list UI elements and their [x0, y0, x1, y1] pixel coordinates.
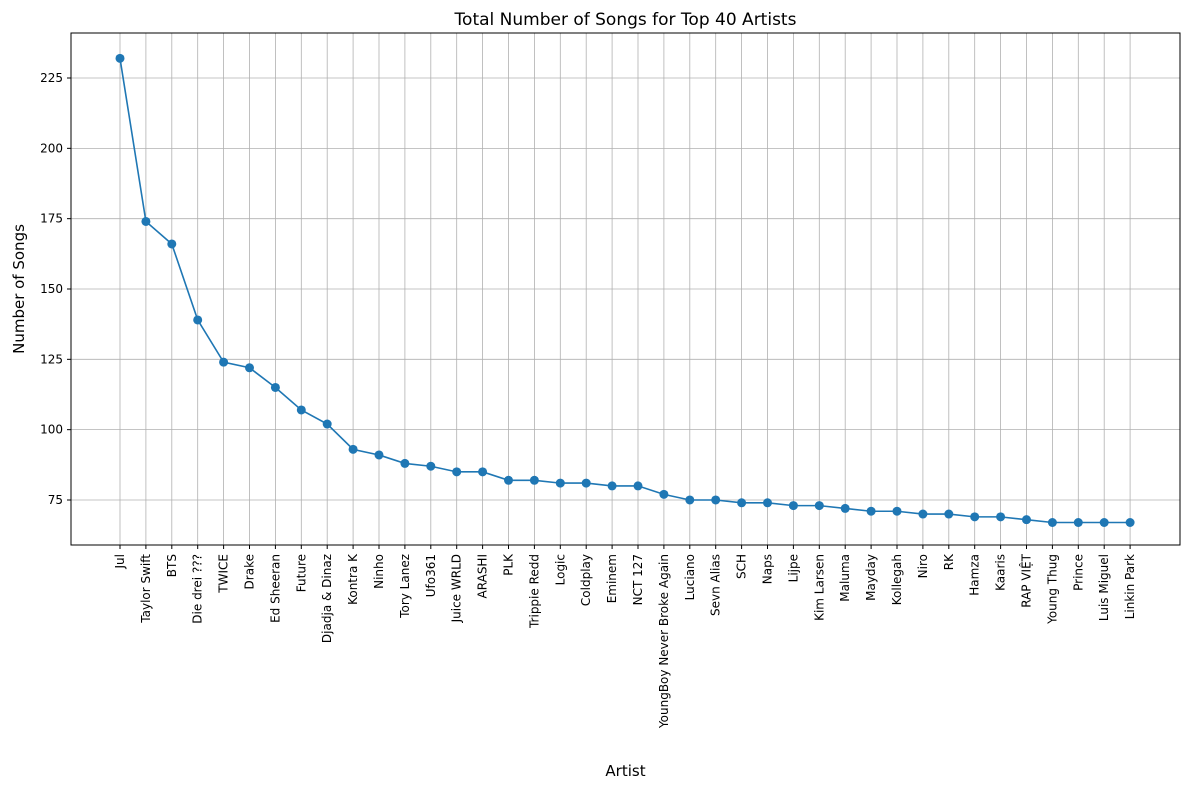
y-axis: 75 100 125 150 175 200 225 — [40, 71, 71, 507]
series — [115, 53, 1135, 527]
x-tick-label: Jul — [113, 554, 127, 569]
data-point — [944, 509, 954, 519]
x-tick-label: Kaaris — [994, 554, 1008, 591]
x-tick-label: Future — [294, 554, 308, 592]
x-tick-label: SCH — [735, 554, 749, 579]
y-tick-label: 225 — [40, 71, 63, 85]
data-point — [1125, 517, 1135, 527]
data-point — [814, 501, 824, 511]
x-tick-label: Hamza — [968, 554, 982, 596]
x-tick-label: Logic — [553, 554, 567, 585]
x-tick-label: Ufo361 — [424, 554, 438, 597]
data-point — [918, 509, 928, 519]
x-tick-label: Maluma — [838, 554, 852, 602]
y-tick-label: 100 — [40, 423, 63, 437]
x-tick-label: NCT 127 — [631, 554, 645, 605]
data-point — [322, 419, 332, 429]
data-point — [840, 503, 850, 513]
x-axis: Jul Taylor Swift BTS Die drei ??? TWICE Drake… — [113, 545, 1137, 729]
data-point — [400, 458, 410, 468]
data-point — [115, 53, 125, 63]
x-tick-label: ARASHI — [476, 554, 490, 598]
data-point — [555, 478, 565, 488]
data-point — [970, 512, 980, 522]
data-point — [892, 506, 902, 516]
data-point — [141, 216, 151, 226]
data-point — [426, 461, 436, 471]
x-tick-label: Ed Sheeran — [268, 554, 282, 623]
data-point — [763, 498, 772, 508]
x-tick-label: Tory Lanez — [398, 554, 412, 619]
data-point — [607, 481, 617, 491]
x-tick-label: Die drei ??? — [191, 554, 205, 624]
data-point — [737, 498, 747, 508]
data-point — [1047, 517, 1057, 527]
x-tick-label: Juice WRLD — [450, 554, 464, 623]
data-point — [788, 501, 798, 511]
x-tick-label: Prince — [1071, 554, 1085, 591]
data-point — [529, 475, 539, 485]
x-tick-label: Kontra K — [346, 553, 360, 605]
data-point — [452, 467, 462, 477]
data-point — [633, 481, 643, 491]
x-tick-label: Drake — [243, 554, 257, 589]
x-tick-label: TWICE — [217, 554, 231, 594]
x-tick-label: Trippie Redd — [527, 554, 541, 629]
x-tick-label: Linkin Park — [1123, 554, 1137, 619]
chart-title: Total Number of Songs for Top 40 Artists — [454, 10, 797, 30]
x-tick-label: Luciano — [683, 554, 697, 600]
data-point — [504, 475, 513, 485]
data-point — [659, 489, 669, 499]
x-tick-label: BTS — [165, 554, 179, 577]
data-point — [1073, 517, 1083, 527]
series-line — [119, 58, 1131, 524]
data-point — [245, 363, 254, 373]
data-point — [1099, 517, 1109, 527]
data-point — [296, 405, 306, 415]
x-tick-label: Taylor Swift — [139, 554, 153, 624]
x-tick-label: Coldplay — [579, 554, 593, 606]
y-tick-label: 175 — [40, 212, 63, 226]
data-point — [866, 506, 876, 516]
x-tick-label: RK — [942, 553, 956, 570]
data-point — [711, 495, 721, 505]
y-tick-label: 200 — [40, 141, 63, 155]
y-tick-label: 150 — [40, 282, 63, 296]
y-axis-label: Number of Songs — [10, 224, 28, 354]
y-tick-label: 125 — [40, 352, 63, 366]
x-tick-label: Sevn Alias — [709, 554, 723, 616]
data-point — [219, 357, 229, 367]
x-tick-label: Lijpe — [786, 554, 800, 582]
x-tick-label: PLK — [502, 553, 516, 576]
data-point — [167, 239, 177, 249]
x-tick-label: Djadja & Dinaz — [320, 554, 334, 643]
data-point — [270, 382, 280, 392]
x-tick-label: Kim Larsen — [812, 554, 826, 621]
grid-lines — [71, 33, 1180, 545]
data-point — [193, 315, 203, 325]
x-tick-label: Naps — [761, 554, 775, 584]
x-tick-label: RAP VIỆT — [1019, 553, 1034, 607]
data-point — [1022, 515, 1031, 525]
data-point — [374, 450, 384, 460]
data-point — [996, 512, 1006, 522]
x-tick-label: Kollegah — [890, 554, 904, 605]
y-tick-label: 75 — [48, 493, 63, 507]
x-tick-label: Eminem — [605, 554, 619, 603]
data-point — [685, 495, 695, 505]
x-axis-label: Artist — [605, 762, 645, 780]
x-tick-label: Young Thug — [1045, 554, 1059, 625]
x-tick-label: Niro — [916, 554, 930, 578]
x-tick-label: Mayday — [864, 554, 878, 601]
data-point — [478, 467, 488, 477]
x-tick-label: Ninho — [372, 554, 386, 589]
data-point — [581, 478, 591, 488]
x-tick-label: YoungBoy Never Broke Again — [657, 554, 671, 729]
data-point — [348, 444, 358, 454]
x-tick-label: Luis Miguel — [1097, 554, 1111, 621]
